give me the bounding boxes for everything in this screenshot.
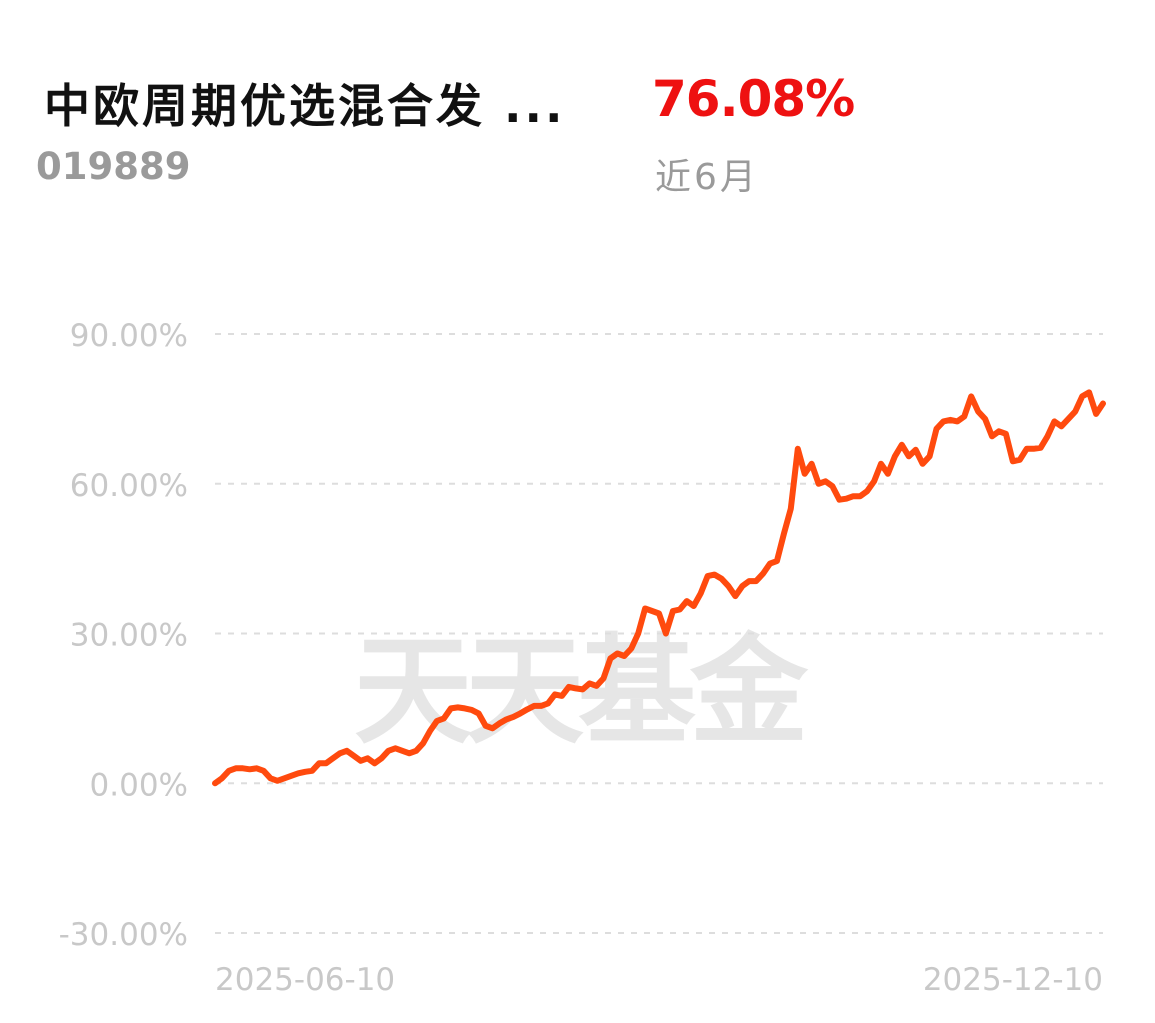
series-line [212, 389, 1106, 787]
y-axis-ticks: 90.00% 60.00% 30.00% 0.00% -30.00% [59, 318, 188, 953]
y-tick-label: 90.00% [70, 318, 188, 354]
return-value: 76.08% [652, 70, 855, 128]
y-tick-label: 30.00% [70, 618, 188, 654]
series-layer [212, 389, 1106, 787]
x-tick-label: 2025-06-10 [215, 962, 395, 998]
x-axis-ticks: 2025-06-10 2025-12-10 [215, 962, 1103, 998]
y-tick-label: 0.00% [90, 767, 188, 803]
x-tick-label: 2025-12-10 [923, 962, 1103, 998]
y-tick-label: -30.00% [59, 917, 188, 953]
fund-code: 019889 [36, 145, 191, 188]
fund-name: 中欧周期优选混合发 ... [44, 79, 566, 133]
gridlines [215, 333, 1103, 934]
return-period-label: 近6月 [655, 157, 759, 198]
y-tick-label: 60.00% [70, 468, 188, 504]
